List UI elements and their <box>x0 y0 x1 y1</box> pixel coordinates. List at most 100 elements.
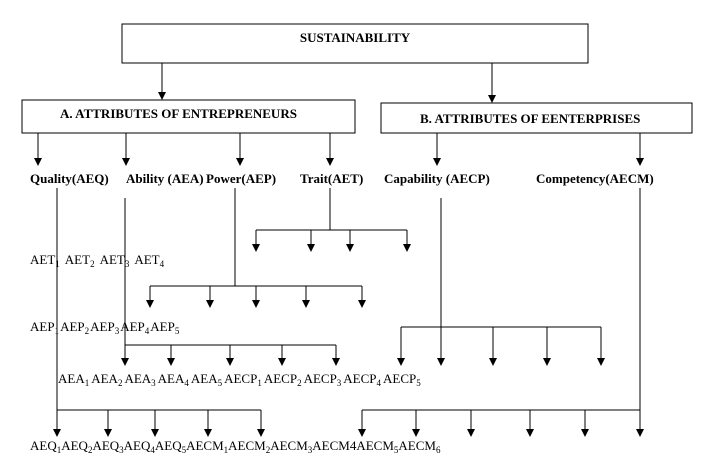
label-name: AEQ <box>155 438 182 453</box>
label-sub: 1 <box>57 445 62 455</box>
label-sub: 3 <box>125 259 130 269</box>
arrowhead <box>252 244 260 252</box>
label-name: AEP <box>120 319 145 334</box>
label-sub: 4 <box>160 259 165 269</box>
label-sub: 1 <box>85 378 90 388</box>
label-sub: 5 <box>416 378 421 388</box>
arrowhead <box>581 429 589 437</box>
arrowhead <box>597 358 605 366</box>
arrowhead <box>34 158 42 166</box>
label-sub: 1 <box>55 326 60 336</box>
arrowhead <box>53 429 61 437</box>
arrowhead <box>326 158 334 166</box>
label-name: AET <box>65 252 90 267</box>
arrowhead <box>358 300 366 308</box>
label-name: AECP <box>264 371 297 386</box>
label-name: AECM <box>186 438 224 453</box>
arrowhead <box>121 358 129 366</box>
arrowhead <box>403 244 411 252</box>
label-sub: 6 <box>436 445 441 455</box>
label-sub: 3 <box>119 445 124 455</box>
label-sub: 3 <box>337 378 342 388</box>
label-sub: 5 <box>218 378 223 388</box>
arrowhead <box>437 358 445 366</box>
label-sub: 5 <box>182 445 187 455</box>
label-name: AET <box>100 252 125 267</box>
attribute: Capability (AECP) <box>384 171 490 186</box>
label-row: AEA1​AEA2​AEA3​AEA4​AEA5​AECP1​AECP2​AEC… <box>58 371 421 388</box>
arrowhead <box>204 429 212 437</box>
arrowhead <box>252 300 260 308</box>
label-name: AECP <box>383 371 416 386</box>
arrowhead <box>146 300 154 308</box>
arrowhead <box>332 358 340 366</box>
arrowhead <box>122 158 130 166</box>
arrowhead <box>526 429 534 437</box>
label-name: AECM <box>398 438 436 453</box>
arrowhead <box>543 358 551 366</box>
label-sub: 4 <box>150 445 155 455</box>
group-label: B. ATTRIBUTES OF EENTERPRISES <box>420 111 640 126</box>
group-box <box>380 102 693 134</box>
label-sub: 1 <box>55 259 60 269</box>
arrowhead <box>412 429 420 437</box>
label-sub: 5 <box>394 445 399 455</box>
group-box <box>21 99 356 134</box>
attribute: Quality(AEQ) <box>30 171 109 186</box>
arrowhead <box>151 429 159 437</box>
label-row: AEQ1​AEQ2​AEQ3​AEQ4​AEQ5​AECM1​AECM2​AEC… <box>30 438 441 455</box>
label-name: AEP <box>30 319 55 334</box>
arrowhead <box>158 92 166 100</box>
label-name: AECP <box>304 371 337 386</box>
label-name: AET <box>134 252 159 267</box>
label-name: AET <box>30 252 55 267</box>
label-name: AEQ <box>61 438 88 453</box>
label-row: AET1​AET2​AET3​AET4​ <box>30 252 165 269</box>
attribute: Power(AEP) <box>206 171 276 186</box>
arrowhead <box>236 158 244 166</box>
label-sub: 4 <box>377 378 382 388</box>
arrowhead <box>488 95 496 103</box>
arrowhead <box>636 429 644 437</box>
arrowhead <box>489 358 497 366</box>
attribute: Competency(AECM) <box>536 171 654 186</box>
arrowhead <box>358 429 366 437</box>
label-name: AEA <box>91 371 118 386</box>
arrowhead <box>257 429 265 437</box>
arrowhead <box>302 300 310 308</box>
label-sub: 4 <box>184 378 189 388</box>
label-name: AECP <box>343 371 376 386</box>
label-sub: 3 <box>308 445 313 455</box>
label-name: AECM <box>356 438 394 453</box>
arrowhead <box>636 158 644 166</box>
label-name: AEP <box>90 319 115 334</box>
label-name: AEQ <box>30 438 57 453</box>
arrowhead <box>206 300 214 308</box>
label-sub: 2 <box>88 445 93 455</box>
label-name: AECM <box>228 438 266 453</box>
arrowhead <box>467 429 475 437</box>
label-name: AECM <box>270 438 308 453</box>
arrowhead <box>397 358 405 366</box>
attribute: Ability (AEA) <box>126 171 204 186</box>
arrowhead <box>167 358 175 366</box>
group-label: A. ATTRIBUTES OF ENTREPRENEURS <box>60 106 297 121</box>
label-name: AEP <box>60 319 85 334</box>
label-name: AEA <box>124 371 151 386</box>
title: SUSTAINABILITY <box>300 30 411 45</box>
label-sub: 4 <box>145 326 150 336</box>
title-box <box>121 23 589 64</box>
arrowhead <box>433 158 441 166</box>
label-name: AEQ <box>92 438 119 453</box>
arrowhead <box>226 358 234 366</box>
label-name: AEA <box>191 371 218 386</box>
label-sub: 2 <box>266 445 271 455</box>
attribute: Trait(AET) <box>300 171 363 186</box>
label-sub: 2 <box>90 259 95 269</box>
label-sub: 1 <box>224 445 229 455</box>
label-sub: 3 <box>151 378 156 388</box>
label-name: AECM4 <box>312 438 357 453</box>
label-sub: 2 <box>85 326 90 336</box>
label-name: AEA <box>58 371 85 386</box>
